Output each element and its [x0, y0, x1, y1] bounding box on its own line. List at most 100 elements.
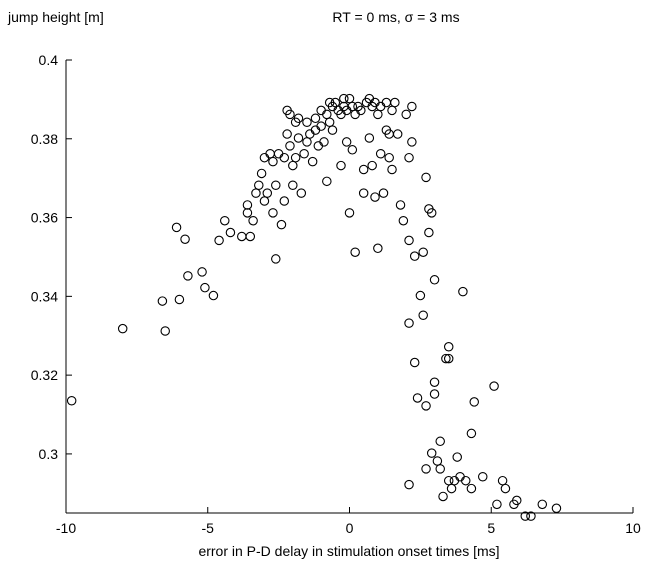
x-tick-label: -10 [56, 520, 76, 536]
y-tick-label: 0.36 [31, 210, 58, 226]
data-point [344, 208, 355, 218]
data-point [271, 254, 281, 264]
data-point [214, 235, 224, 246]
data-point [293, 113, 304, 124]
x-tick-label: 0 [346, 520, 354, 536]
data-point [117, 323, 128, 334]
data-point [183, 271, 193, 281]
data-point [285, 109, 295, 120]
data-point [387, 105, 397, 116]
data-point [407, 137, 417, 147]
data-point [302, 117, 312, 127]
data-point [285, 141, 295, 151]
data-point [256, 168, 267, 179]
chart-title: RT = 0 ms, σ = 3 ms [332, 9, 459, 25]
data-point [520, 511, 531, 521]
data-point [220, 215, 230, 226]
data-point [347, 145, 358, 155]
data-point [526, 511, 536, 521]
data-point [358, 188, 369, 198]
data-point [387, 164, 397, 175]
data-point [375, 149, 386, 159]
data-point [449, 475, 460, 486]
data-point [248, 215, 258, 226]
data-point [276, 219, 287, 230]
data-point [404, 479, 414, 490]
data-point [268, 208, 278, 218]
data-point [373, 109, 383, 120]
y-tick-label: 0.38 [31, 131, 58, 147]
data-point [288, 160, 298, 171]
y-tick-label: 0.34 [31, 288, 58, 304]
data-point [401, 109, 411, 120]
y-tick-label: 0.4 [39, 52, 59, 68]
data-point [313, 141, 324, 151]
data-point [356, 105, 366, 116]
data-point [66, 395, 77, 406]
data-point [418, 310, 428, 321]
y-ticks: 0.3 0.32 0.34 0.36 0.38 0.4 [31, 52, 72, 462]
data-point [370, 192, 380, 202]
data-point [319, 137, 329, 147]
data-point [429, 377, 440, 387]
data-point [443, 353, 454, 364]
data-point [364, 133, 375, 143]
x-ticks: -10 -5 0 5 10 [56, 507, 641, 536]
x-axis-label: error in P-D delay in stimulation onset … [198, 543, 499, 559]
data-point [537, 499, 548, 510]
y-tick-label: 0.32 [31, 367, 58, 383]
data-point [322, 176, 332, 187]
data-point [412, 393, 423, 403]
data-point [344, 93, 355, 104]
x-tick-label: 10 [625, 520, 641, 536]
data-point [458, 286, 468, 297]
data-point [500, 483, 511, 494]
data-point [438, 491, 448, 502]
data-point [288, 180, 298, 191]
data-point [324, 117, 335, 127]
data-point [421, 401, 431, 411]
data-point [180, 234, 190, 244]
data-point [435, 436, 445, 447]
data-point [466, 483, 477, 494]
data-point [375, 101, 386, 112]
data-point [421, 172, 431, 183]
data-point [160, 326, 170, 336]
data-point [279, 152, 290, 163]
data-point [245, 231, 256, 242]
data-point [307, 156, 318, 167]
data-point [341, 137, 352, 147]
data-point [290, 152, 301, 163]
data-point [398, 215, 409, 226]
data-point [373, 243, 383, 254]
x-tick-label: -5 [202, 520, 215, 536]
data-point [310, 125, 321, 135]
data-point [197, 267, 207, 277]
data-point [242, 208, 253, 218]
data-point [259, 196, 270, 206]
data-point [415, 290, 426, 301]
data-point [305, 129, 315, 139]
data-point [424, 227, 434, 238]
data-point [455, 472, 465, 482]
data-point [409, 251, 420, 261]
data-point [200, 282, 210, 293]
data-point [395, 200, 406, 210]
data-point [443, 342, 454, 352]
data-point [310, 113, 321, 124]
data-point [282, 129, 292, 139]
data-point [460, 475, 471, 486]
data-point [237, 231, 247, 242]
data-point [358, 164, 369, 175]
data-point [302, 137, 312, 147]
data-point [254, 180, 264, 191]
data-point [336, 160, 346, 171]
data-point [418, 247, 428, 257]
data-point [426, 208, 437, 218]
data-point [384, 152, 394, 163]
data-point [322, 109, 332, 120]
data-point [429, 275, 440, 285]
data-point [251, 188, 261, 198]
data-point [316, 121, 326, 131]
